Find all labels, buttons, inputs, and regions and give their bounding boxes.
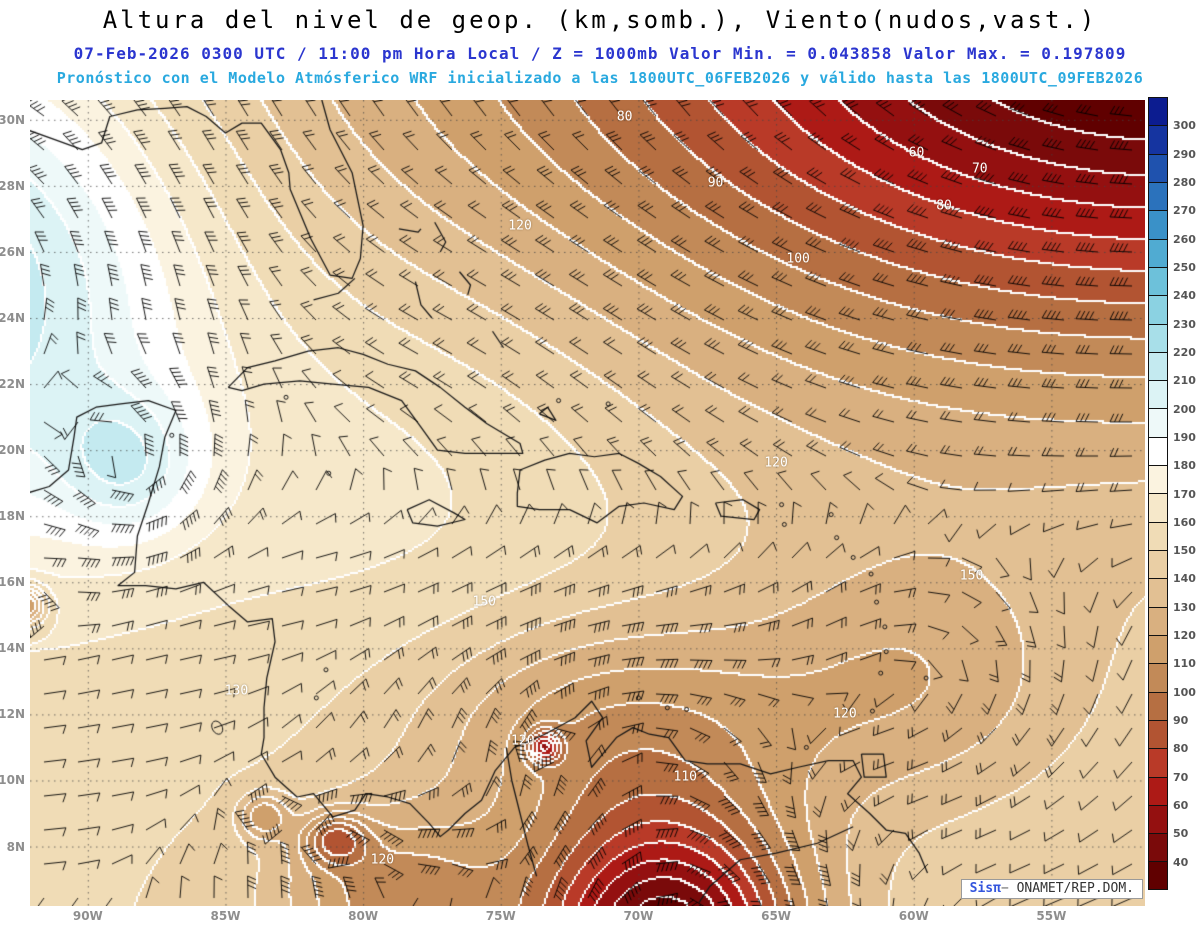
branding-box: Sisπ− ONAMET/REP.DOM. [960, 879, 1143, 899]
colorbar-segment [1149, 635, 1167, 665]
lon-tick-label: 60W [898, 909, 929, 923]
colorbar-tick-label: 80 [1173, 742, 1189, 756]
lat-tick-label: 24N [0, 311, 25, 326]
colorbar-tick-label: 200 [1173, 402, 1196, 416]
colorbar-segment [1149, 267, 1167, 297]
colorbar-tick-label: 70 [1173, 770, 1189, 784]
colorbar: 300 290 280 270 260 250 240 230 220 210 200 190 180 1… [1148, 97, 1200, 890]
map-area: 80 60 70 90 80 120 100 120 150 150 130 120 120 110 120… [0, 100, 1145, 923]
lat-tick-label: 16N [0, 575, 25, 590]
colorbar-segment [1149, 239, 1167, 268]
lat-tick-label: 22N [0, 377, 25, 392]
colorbar-tick-label: 190 [1173, 430, 1196, 444]
colorbar-tick-label: 180 [1173, 459, 1196, 473]
colorbar-tick-label: 290 [1173, 147, 1196, 161]
colorbar-segment [1149, 664, 1167, 693]
colorbar-segment [1149, 579, 1167, 608]
colorbar-tick-label: 240 [1173, 289, 1196, 303]
lon-tick-label: 55W [1036, 909, 1067, 923]
colorbar-tick-label: 170 [1173, 487, 1196, 501]
lon-axis: 90W 85W 80W 75W 70W 65W 60W 55W [30, 906, 1145, 927]
colorbar-tick-label: 50 [1173, 827, 1189, 841]
lon-tick-label: 70W [623, 909, 654, 923]
lon-tick-label: 90W [72, 909, 103, 923]
colorbar-tick-label: 40 [1173, 855, 1189, 869]
lon-tick-label: 80W [348, 909, 379, 923]
colorbar-tick-label: 210 [1173, 374, 1196, 388]
colorbar-segment [1149, 381, 1167, 410]
branding-dash: − [1000, 881, 1017, 896]
colorbar-tick-label: 270 [1173, 204, 1196, 218]
colorbar-segment [1149, 126, 1167, 155]
colorbar-tick-label: 280 [1173, 175, 1196, 189]
colorbar-labels: 300 290 280 270 260 250 240 230 220 210 200 190 180 1… [1173, 97, 1200, 890]
lon-tick-label: 75W [485, 909, 516, 923]
colorbar-segment [1149, 834, 1167, 863]
colorbar-segment [1149, 749, 1167, 778]
colorbar-tick-label: 230 [1173, 317, 1196, 331]
colorbar-segment [1149, 494, 1167, 523]
lat-tick-label: 20N [0, 443, 25, 458]
colorbar-tick-label: 120 [1173, 629, 1196, 643]
colorbar-tick-label: 260 [1173, 232, 1196, 246]
colorbar-segment [1149, 607, 1167, 636]
colorbar-segment [1149, 692, 1167, 721]
colorbar-segment [1149, 296, 1167, 325]
colorbar-segment [1149, 466, 1167, 495]
map-canvas [30, 100, 1145, 906]
colorbar-tick-label: 160 [1173, 515, 1196, 529]
branding-app-name: Sisπ [969, 881, 1001, 896]
lat-tick-label: 10N [0, 773, 25, 788]
lon-tick-label: 85W [210, 909, 241, 923]
colorbar-segments [1148, 97, 1168, 890]
colorbar-segment [1149, 211, 1167, 240]
colorbar-segment [1149, 437, 1167, 467]
colorbar-tick-label: 90 [1173, 714, 1189, 728]
chart-title: Altura del nivel de geop. (km,somb.), Vi… [102, 6, 1098, 34]
branding-org-name: ONAMET/REP.DOM. [1016, 881, 1134, 896]
colorbar-segment [1149, 352, 1167, 382]
colorbar-tick-label: 60 [1173, 799, 1189, 813]
chart-subtitle-time: 07-Feb-2026 0300 UTC / 11:00 pm Hora Loc… [73, 44, 1127, 63]
colorbar-tick-label: 220 [1173, 345, 1196, 359]
lon-tick-label: 65W [761, 909, 792, 923]
lat-tick-label: 8N [6, 839, 25, 854]
colorbar-tick-label: 250 [1173, 260, 1196, 274]
colorbar-tick-label: 100 [1173, 685, 1196, 699]
colorbar-segment [1149, 409, 1167, 438]
colorbar-segment [1149, 154, 1167, 183]
lat-axis: 30N 28N 26N 24N 22N 20N 18N 16N 14N 12N 10N 8N [0, 100, 28, 906]
lat-tick-label: 30N [0, 112, 25, 127]
lat-tick-label: 18N [0, 509, 25, 524]
lat-tick-label: 28N [0, 178, 25, 193]
chart-subtitle-model: Pronóstico con el Modelo Atmósferico WRF… [56, 69, 1144, 87]
colorbar-tick-label: 150 [1173, 544, 1196, 558]
lat-tick-label: 26N [0, 244, 25, 259]
lat-tick-label: 14N [0, 641, 25, 656]
colorbar-tick-label: 300 [1173, 119, 1196, 133]
colorbar-segment [1149, 777, 1167, 806]
colorbar-segment [1149, 182, 1167, 212]
colorbar-segment [1149, 551, 1167, 580]
colorbar-segment [1149, 720, 1167, 750]
colorbar-segment [1149, 522, 1167, 551]
colorbar-segment [1149, 324, 1167, 353]
lat-tick-label: 12N [0, 707, 25, 722]
colorbar-tick-label: 110 [1173, 657, 1196, 671]
colorbar-segment [1149, 98, 1167, 127]
colorbar-segment [1149, 805, 1167, 835]
colorbar-tick-label: 130 [1173, 600, 1196, 614]
colorbar-tick-label: 140 [1173, 572, 1196, 586]
colorbar-segment [1149, 862, 1167, 889]
